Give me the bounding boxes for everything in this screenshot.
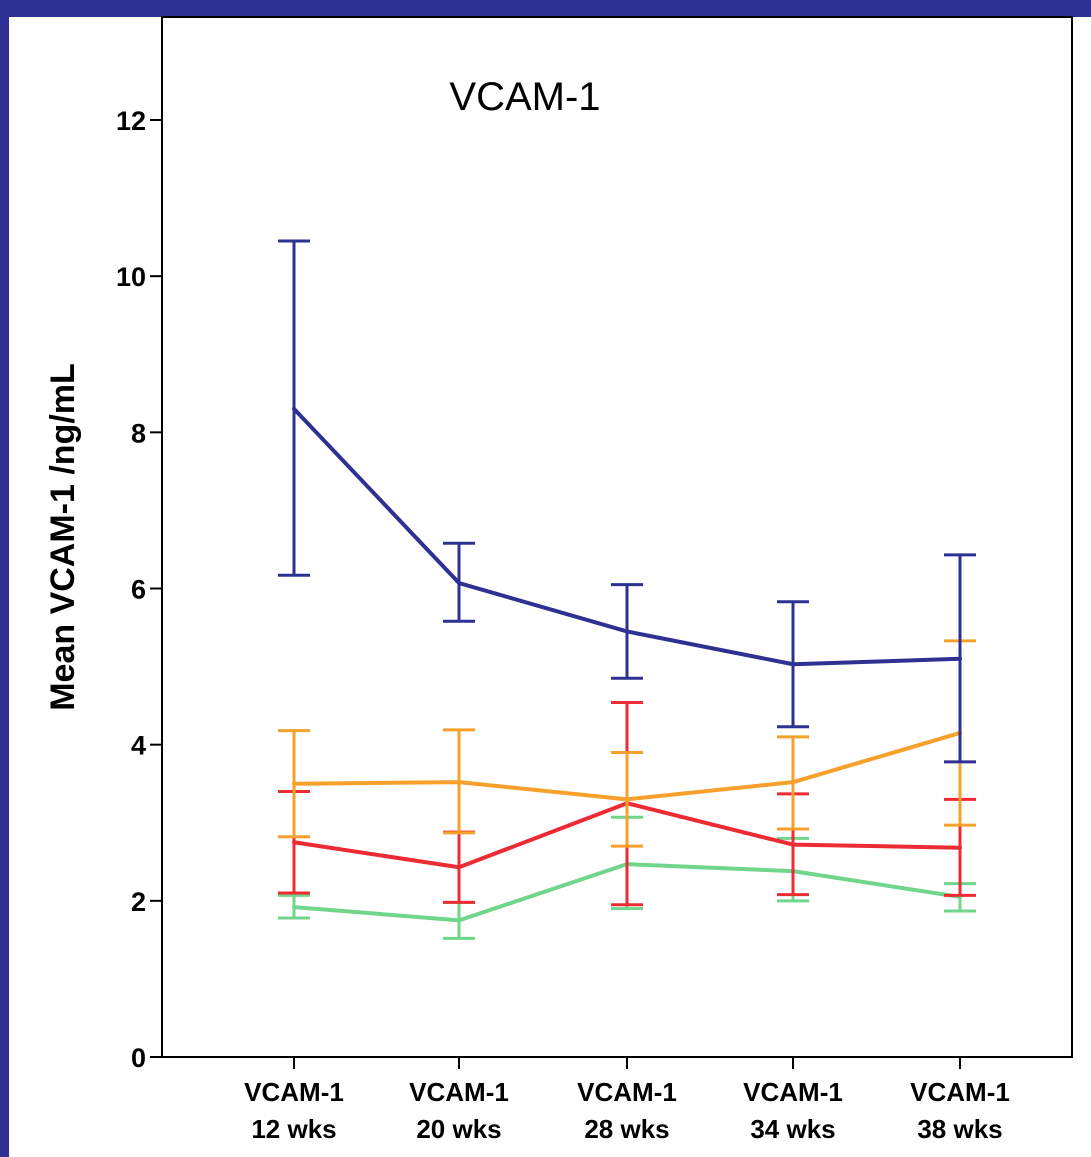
- y-tick-label: 0: [131, 1043, 146, 1073]
- data-point: [292, 781, 296, 786]
- series-layer: [278, 239, 976, 940]
- plot-area: [161, 16, 1073, 1058]
- data-point: [292, 406, 296, 411]
- data-point: [457, 581, 461, 586]
- x-tick-label: VCAM-1: [910, 1077, 1010, 1107]
- data-point: [457, 780, 461, 785]
- x-tick-label: 38 wks: [917, 1114, 1002, 1144]
- y-tick-label: 8: [131, 418, 146, 448]
- x-tick-label: VCAM-1: [409, 1077, 509, 1107]
- y-axis: 0 2 4 6 8 10 12: [116, 106, 162, 1073]
- y-tick-label: 12: [116, 106, 146, 136]
- y-tick-label: 6: [131, 575, 146, 605]
- data-point: [791, 780, 795, 785]
- x-tick-label: VCAM-1: [743, 1077, 843, 1107]
- chart-title: VCAM-1: [449, 75, 600, 119]
- x-tick-label: 28 wks: [584, 1114, 669, 1144]
- data-point: [791, 842, 795, 847]
- data-point: [292, 905, 296, 910]
- x-tick-label: 20 wks: [416, 1114, 501, 1144]
- data-point: [292, 840, 296, 845]
- y-axis-label: Mean VCAM-1 /ng/mL: [44, 363, 82, 711]
- data-point: [457, 918, 461, 923]
- y-tick-label: 4: [131, 731, 146, 761]
- x-tick-label: VCAM-1: [244, 1077, 344, 1107]
- data-point: [625, 797, 629, 802]
- data-point: [958, 656, 962, 661]
- x-axis: VCAM-1 12 wks VCAM-1 20 wks VCAM-1 28 wks VCAM…: [244, 1057, 1010, 1144]
- data-point: [457, 865, 461, 870]
- y-tick-label: 2: [131, 887, 146, 917]
- x-tick-label: 34 wks: [750, 1114, 835, 1144]
- x-tick-label: VCAM-1: [577, 1077, 677, 1107]
- y-tick-label: 10: [116, 262, 146, 292]
- series-1: [278, 239, 976, 764]
- x-tick-label: 12 wks: [251, 1114, 336, 1144]
- data-point: [958, 845, 962, 850]
- chart-panel: [9, 17, 1091, 1157]
- data-point: [625, 629, 629, 634]
- data-point: [791, 662, 795, 667]
- series-2: [278, 639, 976, 848]
